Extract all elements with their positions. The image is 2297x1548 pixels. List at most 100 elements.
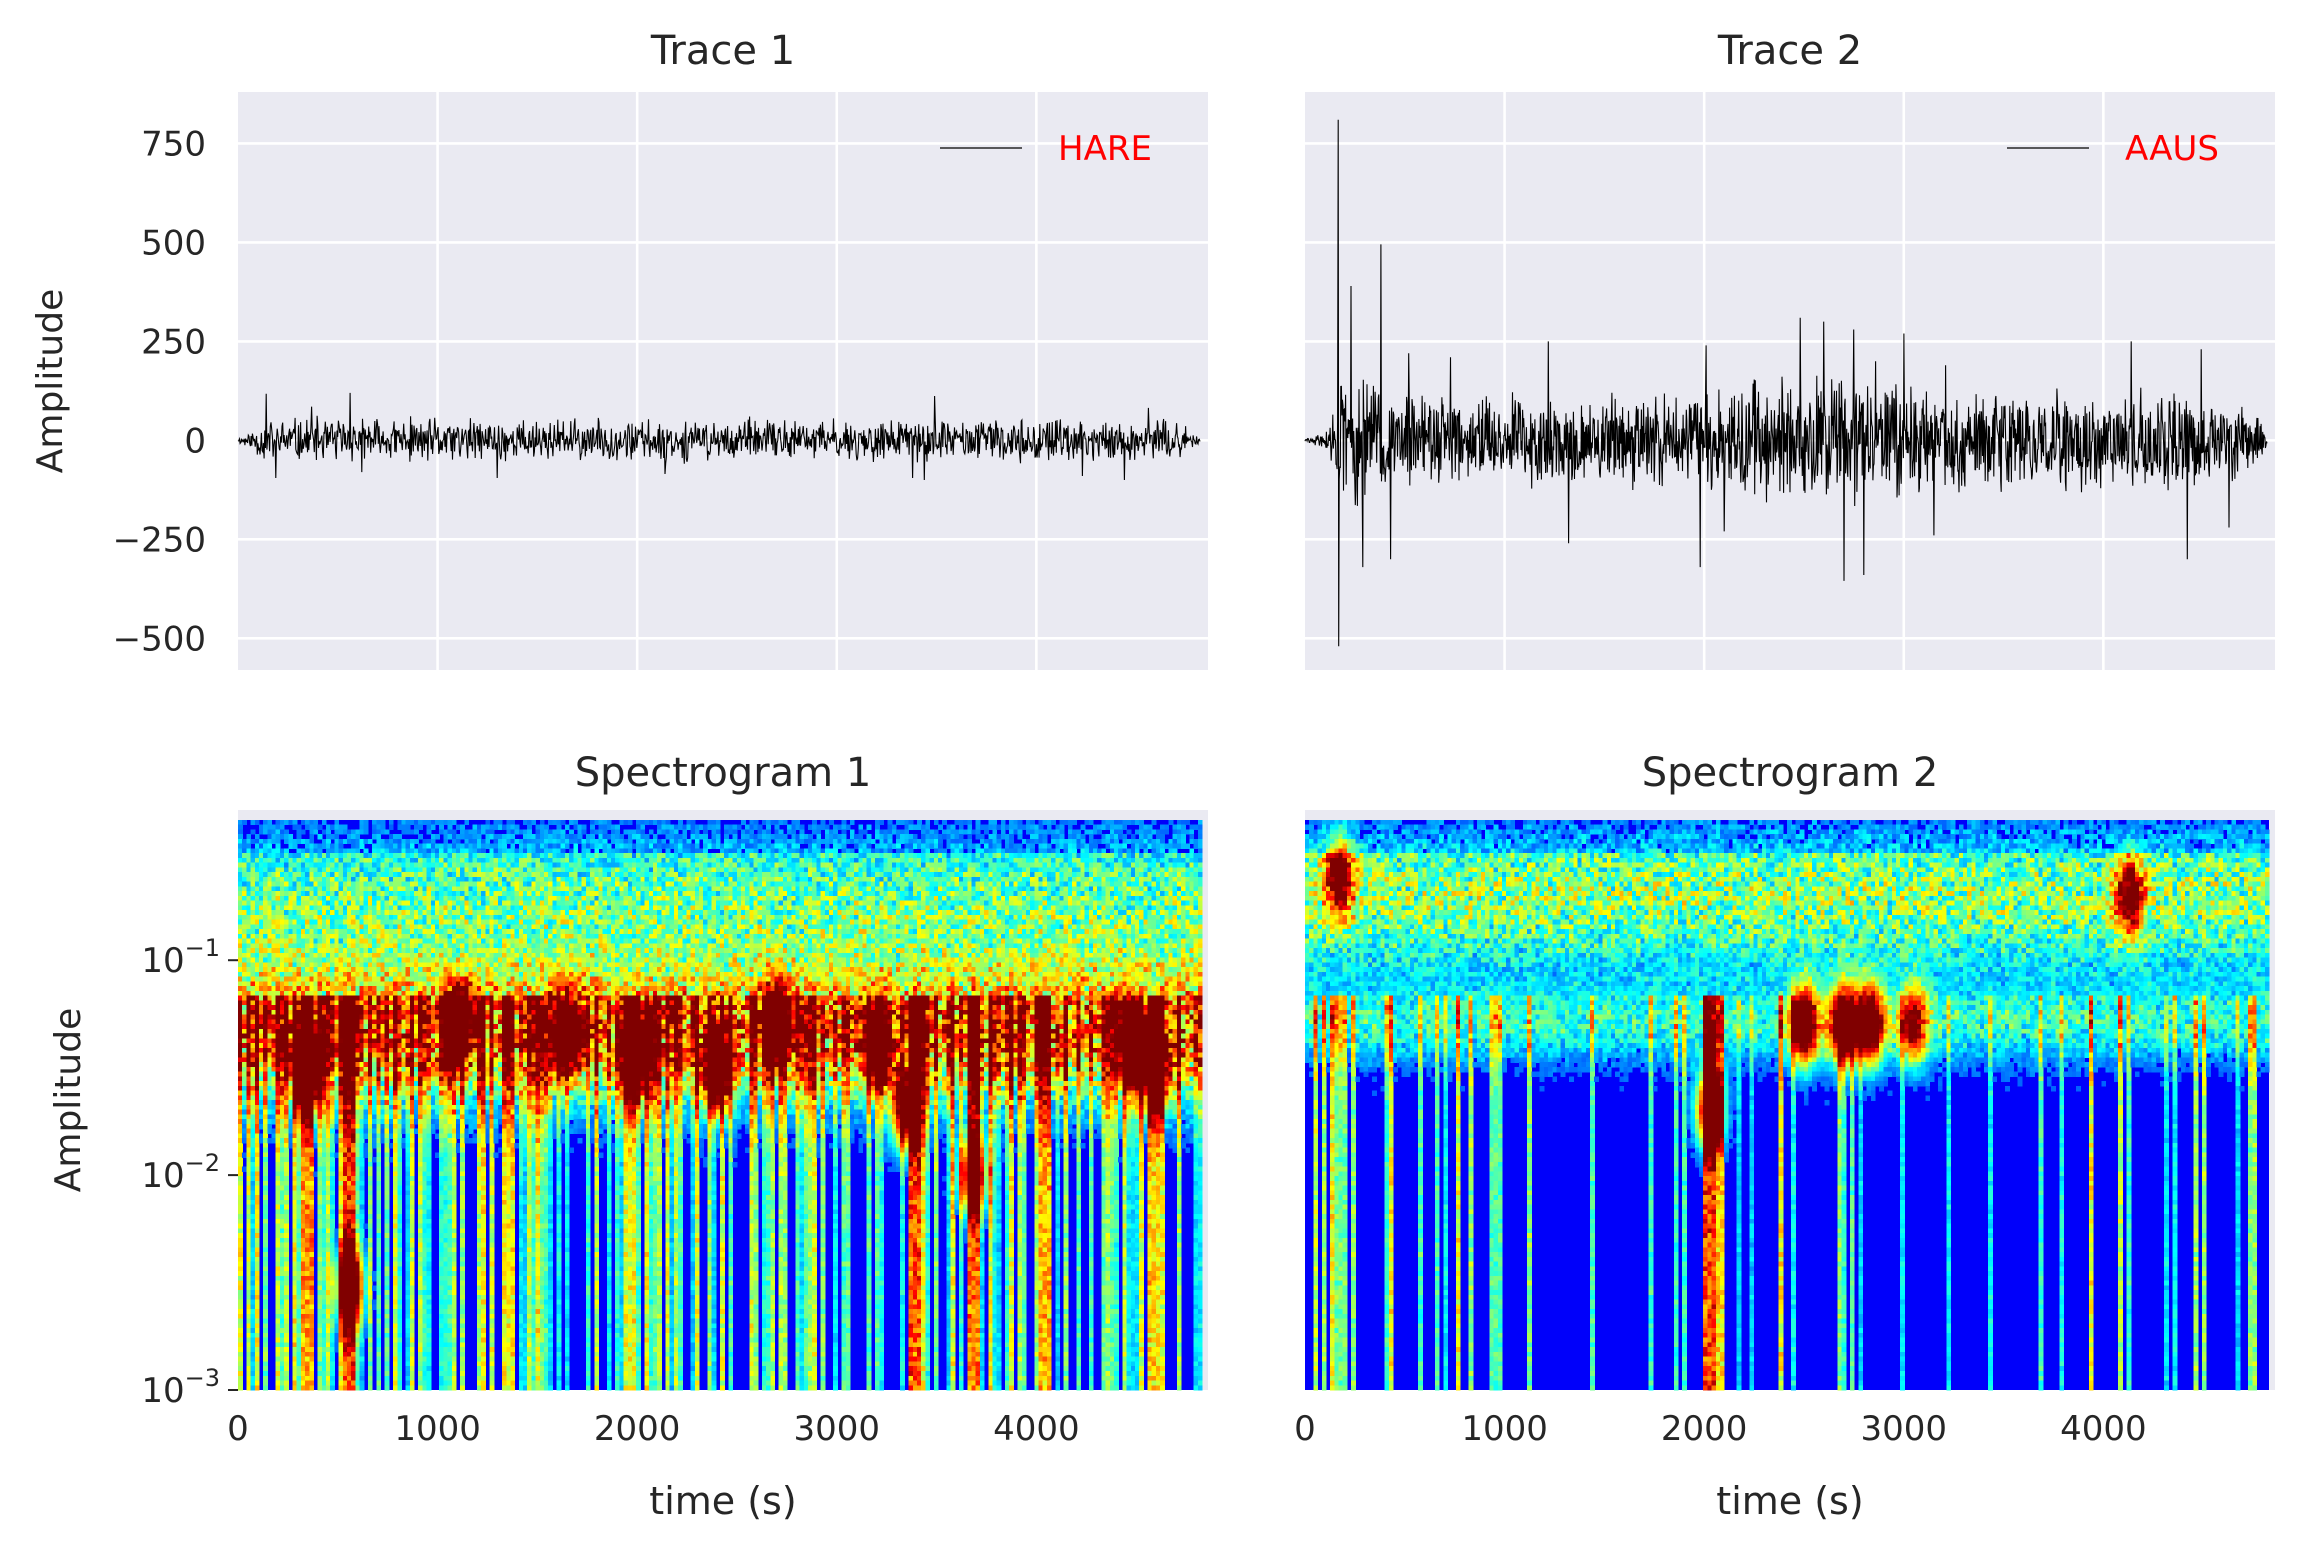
heatmap-cell: [409, 995, 415, 1001]
heatmap-cell: [355, 981, 361, 987]
heatmap-cell: [346, 1195, 352, 1201]
heatmap-cell: [372, 867, 377, 873]
heatmap-cell: [305, 819, 310, 826]
heatmap-cell: [330, 933, 335, 940]
heatmap-cell: [300, 1090, 306, 1097]
heatmap-cell: [309, 1256, 315, 1263]
heatmap-cell: [397, 862, 403, 868]
heatmap-cell: [326, 1309, 331, 1315]
heatmap-cell: [338, 1147, 344, 1154]
heatmap-cell: [263, 872, 268, 878]
heatmap-cell: [250, 1161, 256, 1168]
heatmap-cell: [405, 1280, 411, 1287]
heatmap-cell: [338, 1342, 344, 1348]
heatmap-cell: [393, 895, 398, 902]
heatmap-cell: [309, 1147, 315, 1154]
heatmap-cell: [288, 929, 294, 935]
heatmap-cell: [275, 1223, 281, 1230]
heatmap-cell: [238, 1347, 243, 1353]
heatmap-cell: [380, 933, 386, 940]
heatmap-cell: [296, 1361, 302, 1367]
heatmap-cell: [321, 1138, 327, 1144]
heatmap-cell: [254, 1090, 260, 1097]
heatmap-cell: [409, 1123, 415, 1130]
heatmap-cell: [284, 1247, 289, 1253]
heatmap-cell: [238, 1366, 243, 1372]
heatmap-cell: [254, 1299, 260, 1306]
heatmap-cell: [296, 1304, 302, 1310]
heatmap-cell: [409, 1166, 415, 1173]
heatmap-cell: [397, 1304, 403, 1310]
heatmap-cell: [405, 1138, 411, 1144]
heatmap-cell: [414, 819, 419, 826]
heatmap-cell: [342, 1142, 348, 1149]
heatmap-cell: [275, 1252, 281, 1258]
heatmap-cell: [309, 905, 315, 911]
heatmap-cell: [317, 1347, 323, 1353]
heatmap-cell: [426, 1199, 432, 1206]
heatmap-cell: [384, 872, 390, 878]
heatmap-cell: [271, 1000, 277, 1006]
heatmap-cell: [279, 995, 285, 1001]
heatmap-cell: [267, 1028, 273, 1035]
heatmap-cell: [418, 1256, 424, 1263]
heatmap-cell: [426, 829, 432, 835]
heatmap-cell: [355, 995, 361, 1001]
heatmap-cell: [313, 1123, 319, 1130]
heatmap-cell: [380, 1005, 386, 1011]
heatmap-cell: [330, 948, 335, 954]
heatmap-cell: [254, 1233, 260, 1239]
heatmap-cell: [397, 1332, 403, 1339]
heatmap-cell: [296, 1043, 302, 1049]
heatmap-cell: [397, 1271, 403, 1277]
heatmap-cell: [346, 1166, 352, 1173]
heatmap-cell: [238, 1028, 243, 1035]
heatmap-cell: [409, 924, 415, 930]
heatmap-cell: [342, 971, 348, 978]
heatmap-cell: [279, 1309, 285, 1315]
heatmap-cell: [296, 1328, 302, 1334]
heatmap-cell: [275, 1005, 281, 1011]
heatmap-cell: [296, 1356, 302, 1363]
heatmap-cell: [288, 1019, 294, 1025]
heatmap-cell: [267, 995, 273, 1001]
heatmap-cell: [275, 857, 281, 864]
heatmap-cell: [305, 872, 310, 878]
heatmap-cell: [355, 1005, 361, 1011]
heatmap-cell: [439, 848, 444, 854]
heatmap-cell: [422, 1128, 428, 1135]
heatmap-cell: [292, 981, 298, 987]
heatmap-cell: [367, 1356, 373, 1363]
heatmap-cell: [359, 1100, 365, 1106]
heatmap-cell: [346, 838, 352, 845]
heatmap-cell: [342, 900, 348, 906]
heatmap-cell: [397, 1123, 403, 1130]
heatmap-cell: [426, 1299, 432, 1306]
heatmap-cell: [271, 1104, 277, 1111]
heatmap-cell: [418, 891, 424, 897]
heatmap-cell: [342, 1104, 348, 1111]
heatmap-cell: [313, 986, 319, 992]
heatmap-cell: [330, 881, 335, 887]
heatmap-cell: [359, 1290, 365, 1296]
heatmap-cell: [263, 1323, 268, 1329]
heatmap-cell: [422, 900, 428, 906]
heatmap-cell: [426, 1085, 432, 1092]
heatmap-cell: [296, 834, 302, 840]
heatmap-cell: [334, 824, 340, 830]
heatmap-cell: [397, 1252, 403, 1258]
heatmap-cell: [380, 995, 386, 1001]
heatmap-cell: [430, 843, 436, 849]
heatmap-cell: [384, 971, 390, 978]
heatmap-cell: [258, 876, 264, 883]
heatmap-cell: [305, 1247, 310, 1253]
heatmap-cell: [422, 1209, 428, 1215]
heatmap-cell: [250, 910, 256, 916]
heatmap-cell: [359, 876, 365, 883]
heatmap-cell: [309, 1180, 315, 1187]
heatmap-cell: [275, 1114, 281, 1120]
heatmap-cell: [284, 1375, 289, 1382]
heatmap-cell: [351, 1123, 356, 1130]
heatmap-cell: [305, 1242, 310, 1249]
heatmap-cell: [422, 1256, 428, 1263]
